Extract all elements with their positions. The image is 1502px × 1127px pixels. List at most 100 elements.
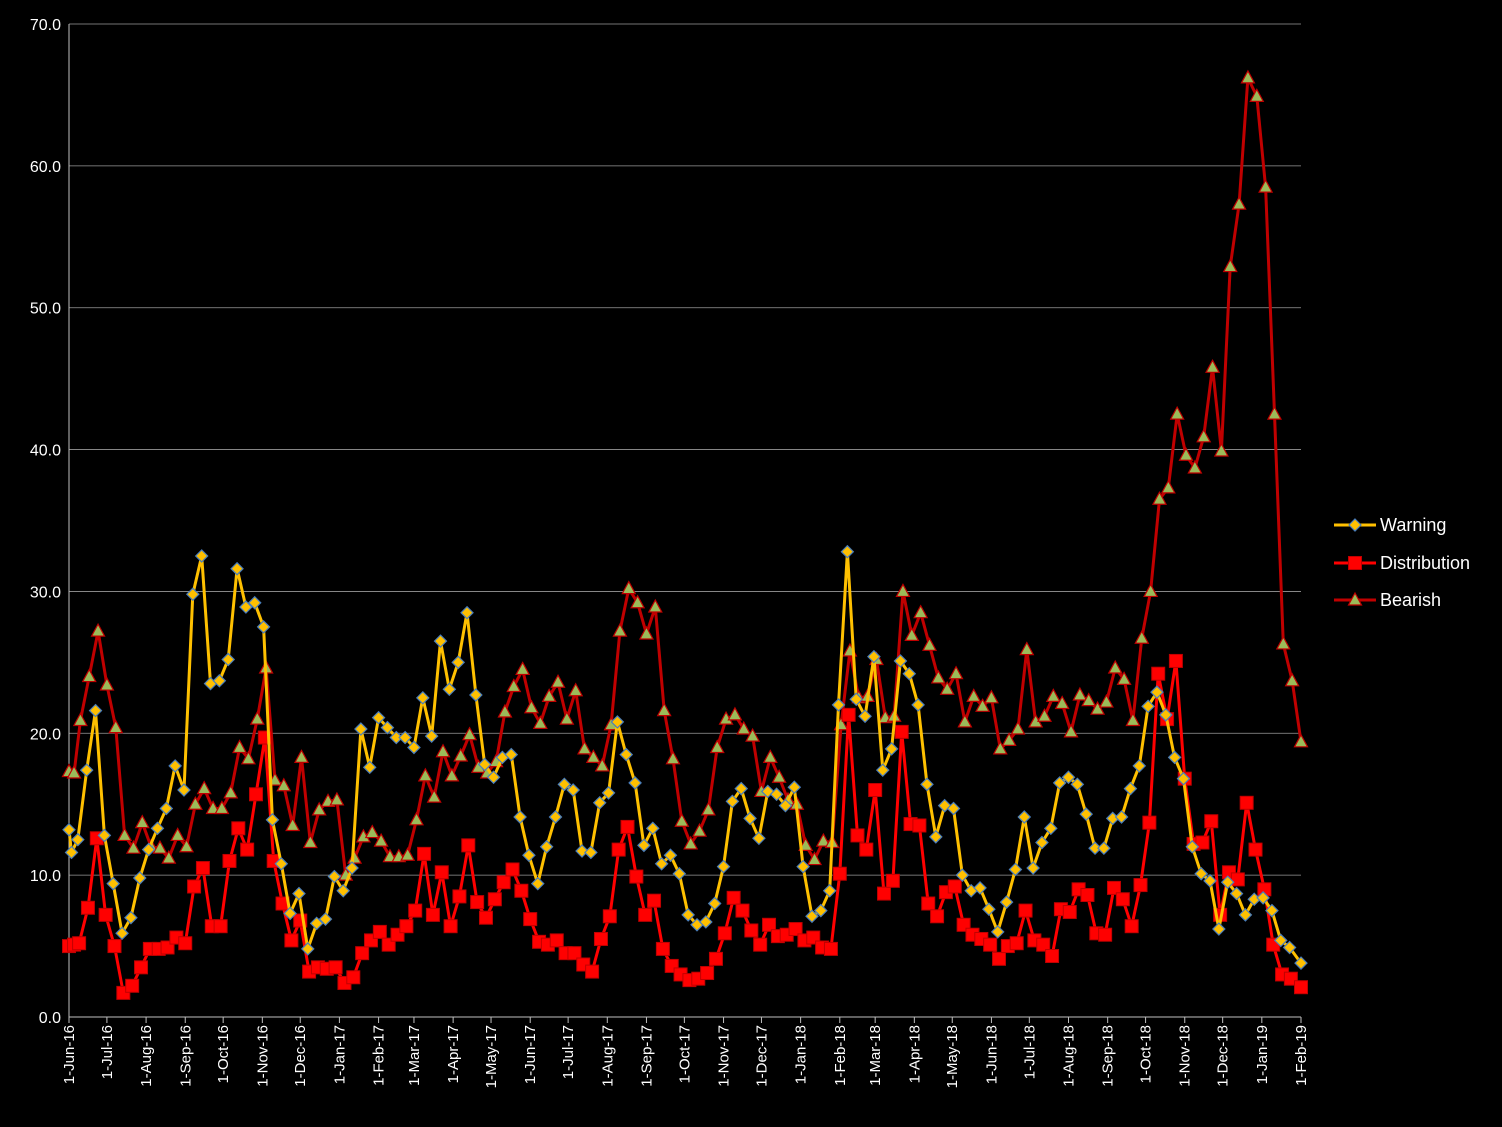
bearish-point <box>948 665 964 680</box>
warning-point <box>955 868 970 882</box>
warning-point <box>106 876 121 891</box>
warning-point <box>663 848 678 863</box>
x-tick-label: 1-Oct-17 <box>676 1025 693 1083</box>
warning-point <box>194 549 209 563</box>
warning-point <box>1079 807 1094 821</box>
bearish-point <box>1098 693 1114 708</box>
warning-point <box>70 832 85 847</box>
bearish-point <box>1151 490 1167 505</box>
bearish-point <box>1231 195 1247 210</box>
bearish-point <box>630 594 646 609</box>
legend-label: Distribution <box>1380 553 1470 573</box>
bearish-point <box>638 625 654 640</box>
bearish-point <box>904 627 920 642</box>
distribution-point <box>735 903 750 918</box>
x-tick-label: 1-May-17 <box>483 1025 500 1088</box>
y-tick-label: 70.0 <box>30 17 61 34</box>
bearish-point <box>382 848 398 863</box>
warning-point <box>1017 810 1032 824</box>
warning-point <box>822 883 837 898</box>
bearish-point <box>1010 720 1026 735</box>
warning-point <box>1114 810 1129 824</box>
warning-point <box>911 698 925 712</box>
bearish-point <box>921 637 938 651</box>
bearish-point <box>1213 442 1229 457</box>
distribution-point <box>647 893 662 908</box>
warning-point <box>778 798 793 813</box>
warning-point <box>62 822 76 837</box>
bearish-point <box>72 712 88 727</box>
bearish-point <box>807 851 823 866</box>
distribution-point <box>505 862 520 877</box>
legend-marker <box>1347 591 1363 606</box>
bearish-point <box>497 703 513 718</box>
warning-point <box>1035 835 1049 850</box>
distribution-point <box>850 828 865 843</box>
bearish-point <box>1160 479 1176 494</box>
legend-item-warning: Warning <box>1334 515 1446 535</box>
legend: Warning Distribution Bearish <box>1334 515 1470 610</box>
bearish-point <box>223 784 239 799</box>
warning-point <box>548 810 563 824</box>
bearish-point <box>240 750 256 765</box>
warning-point <box>256 620 271 634</box>
distribution-point <box>399 919 414 934</box>
x-tick-label: 1-Feb-18 <box>832 1025 849 1086</box>
bearish-point <box>1001 732 1017 746</box>
bearish-point <box>1116 671 1132 685</box>
bearish-point <box>523 699 539 714</box>
y-tick-label: 30.0 <box>30 584 61 601</box>
warning-point <box>805 909 819 924</box>
bearish-point <box>90 622 106 637</box>
warning-point <box>849 692 864 707</box>
distribution-point <box>107 939 122 954</box>
warning-point <box>681 908 696 922</box>
legend-marker <box>1348 556 1362 570</box>
bearish-point <box>99 676 115 691</box>
distribution-point <box>1124 919 1139 934</box>
warning-point <box>380 720 395 735</box>
distribution-point <box>788 922 803 937</box>
warning-point <box>813 903 828 918</box>
warning-point <box>64 845 79 860</box>
distribution-point <box>1248 842 1263 857</box>
y-tick-label: 40.0 <box>30 443 61 460</box>
x-tick-label: 1-Jun-17 <box>522 1025 539 1084</box>
bearish-point <box>736 720 752 735</box>
distribution-point <box>947 879 962 894</box>
bearish-point <box>311 801 327 816</box>
distribution-point <box>249 787 264 802</box>
bearish-point <box>674 812 690 827</box>
warning-point <box>575 844 589 858</box>
distribution-point <box>700 966 715 981</box>
warning-point <box>97 828 112 843</box>
distribution-point <box>1168 653 1183 668</box>
bearish-point <box>1054 695 1070 710</box>
bearish-point <box>975 698 991 712</box>
warning-point <box>884 742 899 756</box>
warning-point <box>124 910 138 925</box>
warning-point <box>1185 839 1200 854</box>
distribution-point <box>611 842 626 857</box>
distribution-point <box>231 821 246 836</box>
bearish-point <box>692 822 708 837</box>
bearish-point <box>373 832 389 847</box>
distribution-point <box>328 960 343 975</box>
warning-point <box>477 757 492 772</box>
bearish-point <box>435 743 451 758</box>
bearish-point <box>293 749 310 764</box>
bearish-point <box>1205 359 1221 373</box>
distribution-point <box>222 853 237 868</box>
warning-point <box>274 856 289 871</box>
distribution-point <box>425 907 440 922</box>
distribution-point <box>125 978 140 993</box>
bearish-point <box>1072 686 1088 701</box>
distribution-point <box>1045 949 1060 964</box>
y-tick-label: 10.0 <box>30 868 61 885</box>
warning-point <box>725 794 740 809</box>
warning-point <box>486 770 501 785</box>
bearish-point <box>1187 459 1203 474</box>
x-tick-label: 1-Feb-19 <box>1293 1025 1310 1086</box>
warning-point <box>840 544 855 559</box>
warning-point <box>1203 873 1217 888</box>
